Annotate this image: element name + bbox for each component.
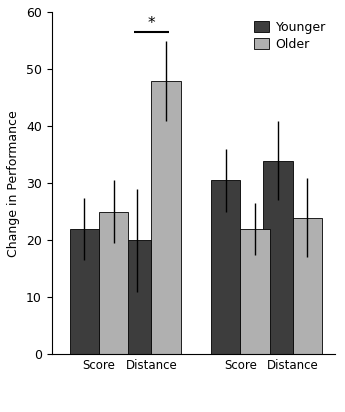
Bar: [99, 212, 128, 354]
Bar: [263, 161, 293, 354]
Bar: [211, 180, 240, 354]
Text: *: *: [147, 16, 155, 30]
Bar: [151, 81, 181, 354]
Bar: [122, 240, 151, 354]
Bar: [293, 218, 322, 354]
Legend: Younger, Older: Younger, Older: [252, 19, 328, 54]
Bar: [240, 229, 270, 354]
Y-axis label: Change in Performance: Change in Performance: [8, 110, 20, 257]
Bar: [70, 229, 99, 354]
